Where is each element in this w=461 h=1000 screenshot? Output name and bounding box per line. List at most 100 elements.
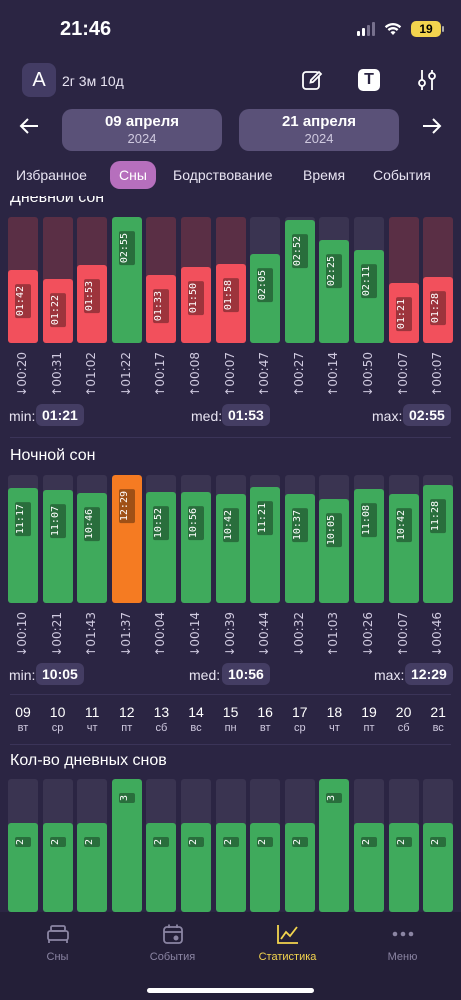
- nav-events-label: События: [149, 951, 196, 963]
- day-label: 10 ср: [41, 704, 75, 734]
- bar-fill: [77, 493, 108, 603]
- day-label: 12 пт: [110, 704, 144, 734]
- bar-column[interactable]: 02:05: [250, 217, 281, 343]
- bar-column[interactable]: 01:22: [42, 217, 73, 343]
- bar-fill: [284, 220, 315, 343]
- bar-column[interactable]: 3: [319, 779, 350, 912]
- prev-period-button[interactable]: [18, 115, 40, 144]
- night-sleep-chart: 11:17 11:07 10:46 12:29 10:52 10:56 10:42 11:21…: [0, 475, 461, 603]
- bar-column[interactable]: 10:37: [284, 475, 315, 603]
- end-date-picker[interactable]: 21 апреля 2024: [239, 109, 399, 151]
- bar-column[interactable]: 01:33: [146, 217, 177, 343]
- bar-column[interactable]: 2: [146, 779, 177, 912]
- bar-column[interactable]: 01:42: [8, 217, 38, 343]
- bar-value-label: 10:52: [153, 506, 170, 541]
- weekday: вс: [432, 722, 444, 734]
- bar-fill: [8, 823, 38, 912]
- bar-column[interactable]: 11:07: [42, 475, 73, 603]
- bar-fill: [388, 494, 419, 603]
- text-size-button[interactable]: T: [354, 65, 384, 95]
- bar-value-label: 01:42: [15, 284, 31, 319]
- category-tabs: Избранное Сны Бодрствование Время Событи…: [0, 157, 461, 193]
- bar-column[interactable]: 11:08: [354, 475, 384, 603]
- bar-column[interactable]: 2: [42, 779, 73, 912]
- header: A 2г 3м 10д T: [0, 63, 461, 101]
- bar-value-label: 2: [222, 837, 239, 848]
- tab-wakefulness[interactable]: Бодрствование: [173, 167, 273, 183]
- bar-column[interactable]: 01:50: [181, 217, 211, 343]
- day-label: 18 чт: [317, 704, 351, 734]
- bar-column[interactable]: 3: [111, 779, 142, 912]
- bar-column[interactable]: 2: [8, 779, 38, 912]
- bar-column[interactable]: 11:28: [423, 475, 454, 603]
- bar-column[interactable]: 02:52: [284, 217, 315, 343]
- nav-menu[interactable]: Меню: [345, 920, 460, 963]
- bar-value-label: 11:28: [430, 499, 447, 534]
- bar-column[interactable]: 02:55: [111, 217, 142, 343]
- bar-column[interactable]: 01:28: [423, 217, 454, 343]
- weekday: вс: [190, 722, 202, 734]
- start-date-picker[interactable]: 09 апреля 2024: [62, 109, 222, 151]
- tab-favorites[interactable]: Избранное: [16, 167, 87, 183]
- start-date: 09 апреля: [104, 113, 180, 130]
- bar-column[interactable]: 01:53: [77, 217, 108, 343]
- bar-column[interactable]: 2: [215, 779, 246, 912]
- bottom-navigation: Сны События Статистика Меню: [0, 912, 461, 1000]
- bar-column[interactable]: 11:21: [250, 475, 281, 603]
- bar-column[interactable]: 11:17: [8, 475, 38, 603]
- bar-value-label: 2: [395, 837, 412, 848]
- bar-fill: [319, 779, 350, 912]
- bar-fill: [284, 494, 315, 603]
- bar-column[interactable]: 10:42: [388, 475, 419, 603]
- bar-column[interactable]: 10:05: [319, 475, 350, 603]
- bar-fill: [284, 823, 315, 912]
- sliders-icon: [418, 70, 436, 90]
- edit-note-button[interactable]: [297, 65, 327, 95]
- bar-column[interactable]: 10:56: [181, 475, 211, 603]
- day-label: 19 пт: [352, 704, 386, 734]
- nav-events[interactable]: События: [115, 920, 230, 963]
- bar-column[interactable]: 2: [77, 779, 108, 912]
- bar-column[interactable]: 2: [284, 779, 315, 912]
- bar-fill: [146, 492, 177, 603]
- bar-column[interactable]: 10:52: [146, 475, 177, 603]
- bar-column[interactable]: 02:11: [354, 217, 384, 343]
- max-value: 12:29: [405, 663, 453, 685]
- bar-fill: [215, 823, 246, 912]
- calendar-icon: [162, 924, 183, 944]
- bar-fill: [111, 217, 142, 343]
- bar-column[interactable]: 2: [181, 779, 211, 912]
- nav-statistics[interactable]: Статистика: [230, 920, 345, 963]
- day-number: 13: [153, 704, 170, 720]
- nav-sleep[interactable]: Сны: [0, 920, 115, 963]
- weekday: чт: [329, 722, 340, 734]
- next-period-button[interactable]: [421, 115, 443, 144]
- filter-settings-button[interactable]: [412, 65, 442, 95]
- divider: [10, 744, 451, 745]
- bar-column[interactable]: 01:21: [388, 217, 419, 343]
- bar-value-label: 11:07: [49, 504, 66, 539]
- arrow-left-icon: [19, 118, 38, 134]
- bar-value-label: 10:05: [326, 513, 343, 548]
- bar-column[interactable]: 10:42: [215, 475, 246, 603]
- avatar[interactable]: A: [22, 63, 56, 97]
- day-sleep-times: ↓00:20 ↑00:31 ↑01:02 ↓01:22 ↑00:17 ↑00:08 ↑00:…: [0, 352, 461, 402]
- sleep-offset-label: ↓01:37: [118, 612, 133, 657]
- tab-time[interactable]: Время: [303, 167, 346, 183]
- bar-fill: [42, 490, 73, 603]
- tab-events[interactable]: События: [373, 167, 431, 183]
- bar-column[interactable]: 10:46: [77, 475, 108, 603]
- tab-sleep[interactable]: Сны: [110, 161, 156, 189]
- bar-column[interactable]: 2: [388, 779, 419, 912]
- bar-column[interactable]: 12:29: [111, 475, 142, 603]
- sleep-offset-label: ↓00:20: [15, 352, 29, 397]
- bar-value-label: 02:55: [118, 231, 135, 266]
- sleep-offset-label: ↓00:21: [49, 612, 64, 657]
- sleep-offset-label: ↑00:08: [188, 352, 202, 397]
- bar-column[interactable]: 2: [423, 779, 454, 912]
- bar-column[interactable]: 02:25: [319, 217, 350, 343]
- bar-column[interactable]: 01:58: [215, 217, 246, 343]
- home-indicator: [147, 988, 314, 993]
- bar-column[interactable]: 2: [354, 779, 384, 912]
- bar-column[interactable]: 2: [250, 779, 281, 912]
